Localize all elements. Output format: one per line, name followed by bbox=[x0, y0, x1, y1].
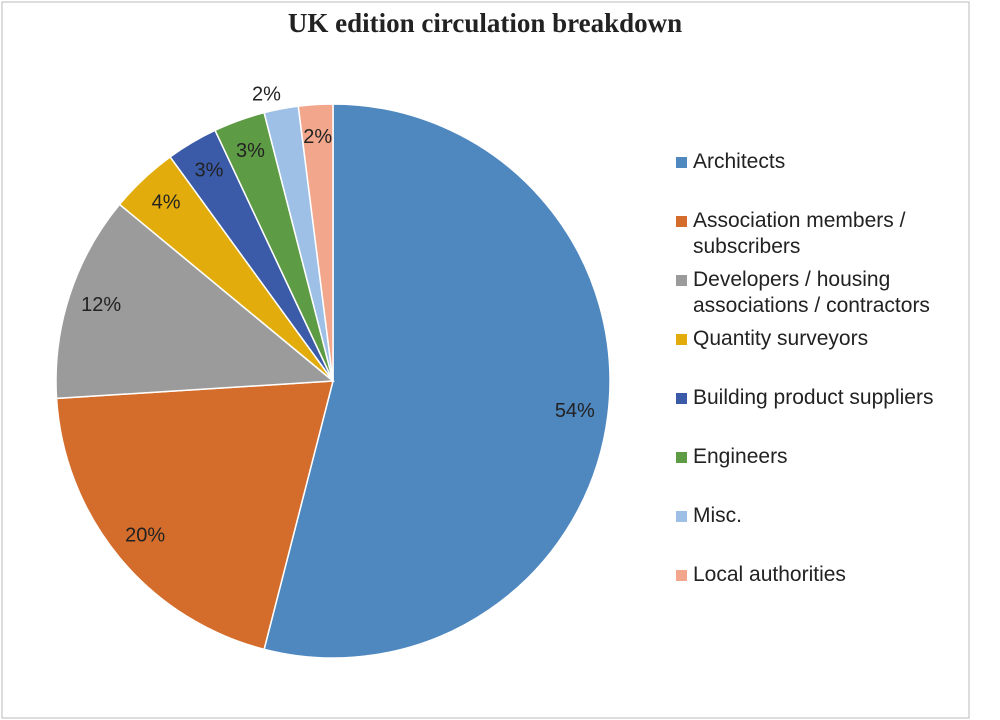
legend-item: Architects bbox=[676, 149, 966, 175]
legend-swatch bbox=[676, 216, 687, 227]
legend-item: Misc. bbox=[676, 503, 966, 529]
legend-swatch bbox=[676, 393, 687, 404]
data-label: 12% bbox=[81, 294, 121, 316]
legend-swatch bbox=[676, 511, 687, 522]
legend-label: Engineers bbox=[693, 445, 788, 468]
legend-item: Developers / housing associations / cont… bbox=[676, 267, 966, 319]
legend-item: Association members / subscribers bbox=[676, 208, 966, 260]
legend-label: Architects bbox=[693, 150, 786, 173]
data-label: 20% bbox=[125, 525, 165, 547]
legend-swatch bbox=[676, 275, 687, 286]
data-label: 54% bbox=[555, 400, 595, 422]
legend-label: Local authorities bbox=[693, 563, 846, 586]
legend-swatch bbox=[676, 334, 687, 345]
pie-slice bbox=[263, 103, 611, 659]
data-label: 2% bbox=[303, 126, 332, 148]
legend-label: Building product suppliers bbox=[693, 386, 934, 409]
legend-item: Local authorities bbox=[676, 562, 966, 588]
chart-title: UK edition circulation breakdown bbox=[288, 8, 682, 38]
data-label: 4% bbox=[152, 192, 181, 214]
legend-item: Building product suppliers bbox=[676, 385, 966, 411]
data-label: 3% bbox=[194, 159, 223, 181]
legend-label: Developers / housing associations / cont… bbox=[693, 268, 930, 317]
data-label: 2% bbox=[252, 84, 281, 106]
legend-item: Quantity surveyors bbox=[676, 326, 966, 352]
legend-swatch bbox=[676, 157, 687, 168]
data-label: 3% bbox=[236, 140, 265, 162]
pie-slice bbox=[55, 203, 335, 400]
legend-swatch bbox=[676, 452, 687, 463]
pie-slice bbox=[55, 380, 334, 651]
pie-slice bbox=[297, 103, 334, 382]
legend-label: Association members / subscribers bbox=[693, 209, 906, 258]
legend-item: Engineers bbox=[676, 444, 966, 470]
legend-swatch bbox=[676, 570, 687, 581]
legend-label: Quantity surveyors bbox=[693, 327, 869, 350]
frame bbox=[1, 1, 970, 719]
legend-label: Misc. bbox=[693, 504, 742, 527]
